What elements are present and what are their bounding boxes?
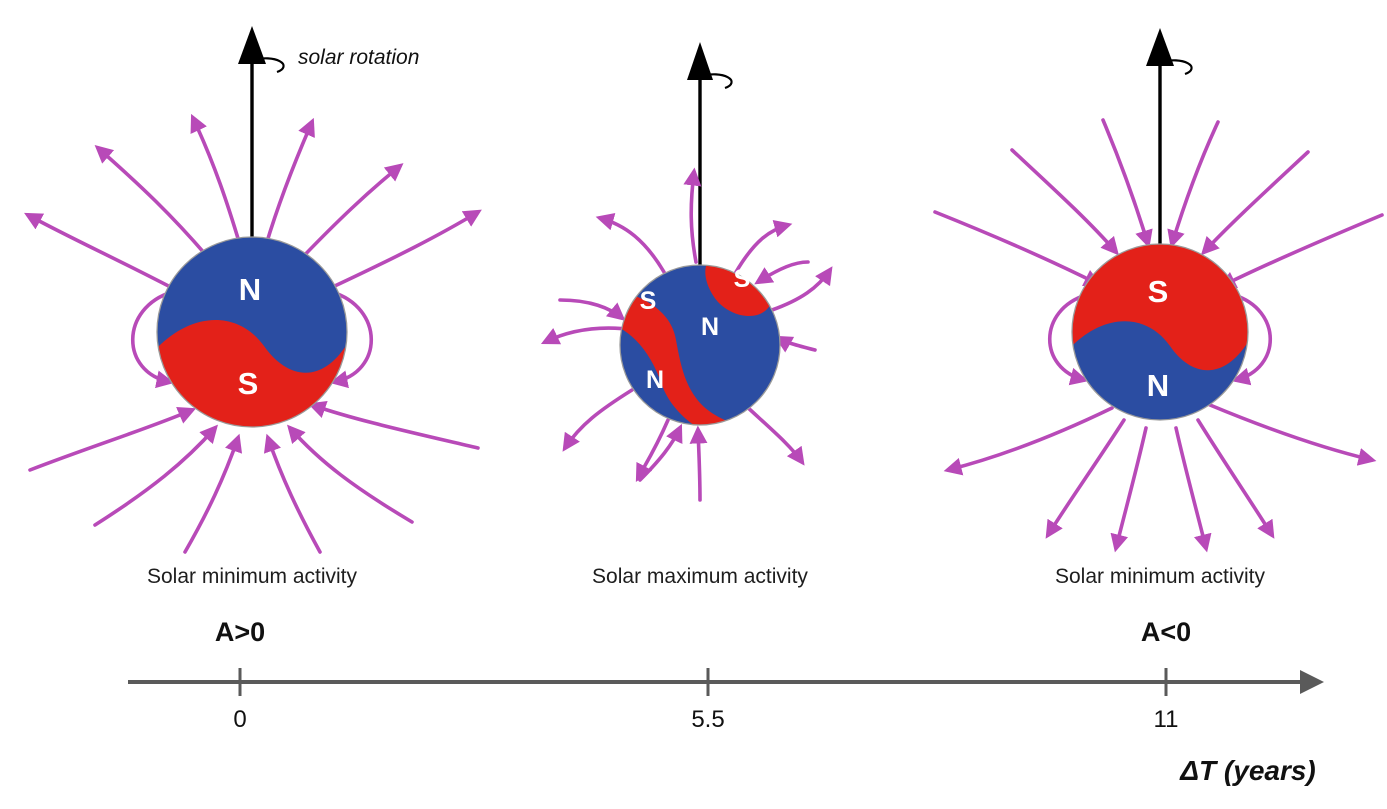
rotation-curl-icon	[700, 68, 733, 90]
field-line	[774, 335, 817, 353]
sun-minimum-left: solar rotation N S Solar minimum activit…	[24, 26, 482, 588]
field-line	[307, 400, 480, 450]
field-line	[1208, 403, 1377, 466]
south-region-label-left: S	[640, 287, 657, 315]
field-line	[1167, 120, 1220, 249]
field-line-loop	[130, 290, 175, 389]
south-pole-label: S	[1148, 274, 1169, 309]
field-line	[933, 210, 1103, 287]
sun-outline	[619, 264, 781, 426]
annotation-a-positive: A>0	[215, 617, 265, 647]
rotation-curl-icon	[1160, 54, 1193, 76]
sun-caption: Solar maximum activity	[592, 565, 808, 588]
field-line	[1010, 148, 1119, 256]
field-line	[1045, 418, 1126, 539]
south-region-diagonal-band	[620, 290, 745, 425]
field-lines-left-sun	[24, 113, 482, 554]
field-line	[689, 425, 708, 502]
field-line	[28, 407, 197, 472]
field-line	[734, 219, 793, 274]
field-line	[93, 424, 218, 527]
north-pole-label: N	[239, 272, 261, 307]
field-line	[94, 145, 214, 264]
field-line	[264, 117, 315, 247]
field-lines-right-sun	[933, 118, 1384, 553]
field-line	[1101, 118, 1153, 249]
sun-caption: Solar minimum activity	[1055, 565, 1266, 588]
rotation-label: solar rotation	[298, 46, 419, 69]
field-line	[287, 424, 414, 524]
north-pole-label: N	[1147, 368, 1169, 403]
tick-label-5-5: 5.5	[691, 706, 724, 733]
field-line	[1200, 150, 1310, 256]
field-line	[190, 113, 242, 247]
field-line	[635, 418, 670, 482]
sun-minimum-right: S N Solar minimum activity	[933, 28, 1384, 588]
field-line	[595, 212, 666, 274]
field-line-loop	[1048, 293, 1089, 386]
timeline: A>0 A<0 0 5.5 11 ΔT (years)	[128, 617, 1324, 786]
rotation-curl-icon	[252, 52, 285, 74]
field-line	[320, 209, 482, 294]
field-line	[1110, 426, 1148, 553]
field-line	[743, 403, 805, 466]
field-line	[754, 260, 810, 285]
sun-caption: Solar minimum activity	[147, 565, 358, 588]
field-line	[683, 167, 702, 264]
sun-disk-north-hemisphere	[1072, 321, 1248, 420]
field-line	[558, 298, 626, 321]
north-region-label-center: N	[701, 313, 719, 341]
time-axis-label: ΔT (years)	[1179, 755, 1316, 786]
tick-label-11: 11	[1154, 706, 1179, 733]
field-line	[1217, 213, 1384, 289]
field-line	[294, 163, 404, 266]
field-lines-middle-sun	[540, 167, 833, 502]
field-line	[1196, 418, 1275, 539]
field-line	[770, 266, 833, 312]
field-line	[263, 433, 322, 554]
field-line	[562, 388, 634, 452]
field-line	[943, 406, 1114, 476]
field-line	[183, 433, 243, 554]
field-line-loop	[1231, 293, 1272, 386]
sun-disk-south-hemisphere	[157, 320, 347, 427]
south-region-label-top-right: S	[734, 265, 751, 293]
north-region-label-bottom-left: N	[646, 366, 664, 394]
annotation-a-negative: A<0	[1141, 617, 1191, 647]
field-line-loop	[329, 290, 374, 389]
field-line	[1174, 426, 1212, 553]
sun-outline	[1071, 243, 1249, 421]
sun-maximum-middle: S S N N Solar maximum activity	[540, 42, 833, 588]
sun-outline	[156, 236, 348, 428]
tick-label-0: 0	[233, 706, 246, 733]
field-line	[24, 212, 182, 294]
south-pole-label: S	[238, 366, 259, 401]
